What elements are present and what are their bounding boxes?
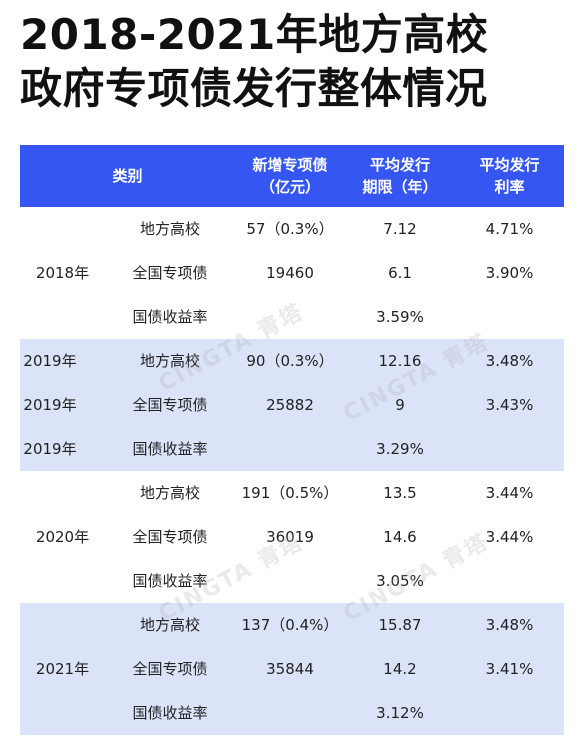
new-bonds-cell: 25882 <box>266 396 314 414</box>
term-cell: 7.12 <box>383 220 417 238</box>
rate-cell: 3.48% <box>485 352 534 370</box>
category-cell: 国债收益率 <box>132 308 208 326</box>
header-term-line2: 期限（年） <box>362 178 438 196</box>
title-line-1: 2018-2021年地方高校 <box>20 10 489 59</box>
rate-cell: 3.48% <box>485 616 534 634</box>
header-category-label: 类别 <box>112 167 143 185</box>
category-cell: 国债收益率 <box>132 704 208 722</box>
group-2020: 2020年 地方高校 191（0.5%） 13.5 3.44% 全国专项债 36… <box>20 471 564 603</box>
category-cell: 全国专项债 <box>132 264 208 282</box>
title-line-2: 政府专项债发行整体情况 <box>20 64 488 113</box>
category-cell: 地方高校 <box>139 484 200 502</box>
new-bonds-cell: 90（0.3%） <box>246 352 334 370</box>
year-label: 2019年 <box>23 440 77 458</box>
term-cell: 12.16 <box>378 352 422 370</box>
yield-cell: 3.59% <box>376 308 424 326</box>
new-bonds-cell: 36019 <box>266 528 314 546</box>
new-bonds-cell: 57（0.3%） <box>246 220 334 238</box>
table-header: 类别 新增专项债 （亿元） 平均发行 期限（年） 平均发行 利率 <box>20 145 564 207</box>
header-category: 类别 <box>20 145 235 207</box>
category-cell: 地方高校 <box>139 616 200 634</box>
rate-cell: 3.44% <box>485 528 534 546</box>
header-new-bonds: 新增专项债 （亿元） <box>235 145 345 207</box>
header-rate: 平均发行 利率 <box>455 145 564 207</box>
term-cell: 9 <box>395 396 405 414</box>
category-cell: 国债收益率 <box>132 440 208 458</box>
category-cell: 地方高校 <box>139 352 200 370</box>
new-bonds-cell: 35844 <box>266 660 314 678</box>
term-cell: 15.87 <box>378 616 422 634</box>
group-2019: 2019年 2019年 2019年 地方高校 90（0.3%） 12.16 3.… <box>20 339 564 471</box>
new-bonds-cell: 137（0.4%） <box>241 616 339 634</box>
year-label: 2019年 <box>23 352 77 370</box>
category-cell: 地方高校 <box>139 220 200 238</box>
term-cell: 6.1 <box>388 264 412 282</box>
rate-cell: 3.43% <box>485 396 534 414</box>
bond-table: 类别 新增专项债 （亿元） 平均发行 期限（年） 平均发行 利率 2018年 地… <box>20 145 564 735</box>
yield-cell: 3.12% <box>376 704 424 722</box>
group-2018: 2018年 地方高校 57（0.3%） 7.12 4.71% 全国专项债 194… <box>20 207 564 339</box>
rate-cell: 3.44% <box>485 484 534 502</box>
header-term-line1: 平均发行 <box>369 156 430 174</box>
rate-cell: 4.71% <box>485 220 534 238</box>
category-cell: 国债收益率 <box>132 572 208 590</box>
rate-cell: 3.90% <box>485 264 534 282</box>
category-cell: 全国专项债 <box>132 396 208 414</box>
term-cell: 14.2 <box>383 660 417 678</box>
header-rate-line2: 利率 <box>494 178 525 196</box>
category-cell: 全国专项债 <box>132 660 208 678</box>
header-term: 平均发行 期限（年） <box>345 145 455 207</box>
rate-cell: 3.41% <box>485 660 534 678</box>
year-label: 2019年 <box>23 396 77 414</box>
page-title: 2018-2021年地方高校 政府专项债发行整体情况 <box>20 8 488 116</box>
category-cell: 全国专项债 <box>132 528 208 546</box>
term-cell: 13.5 <box>383 484 417 502</box>
header-new-bonds-line2: （亿元） <box>259 178 320 196</box>
header-new-bonds-line1: 新增专项债 <box>252 156 328 174</box>
new-bonds-cell: 191（0.5%） <box>241 484 339 502</box>
yield-cell: 3.05% <box>376 572 424 590</box>
new-bonds-cell: 19460 <box>266 264 314 282</box>
yield-cell: 3.29% <box>376 440 424 458</box>
term-cell: 14.6 <box>383 528 417 546</box>
year-label: 2018年 <box>35 264 90 282</box>
header-rate-line1: 平均发行 <box>479 156 540 174</box>
year-label: 2021年 <box>35 660 90 678</box>
group-2021: 2021年 地方高校 137（0.4%） 15.87 3.48% 全国专项债 3… <box>20 603 564 735</box>
year-label: 2020年 <box>35 528 90 546</box>
